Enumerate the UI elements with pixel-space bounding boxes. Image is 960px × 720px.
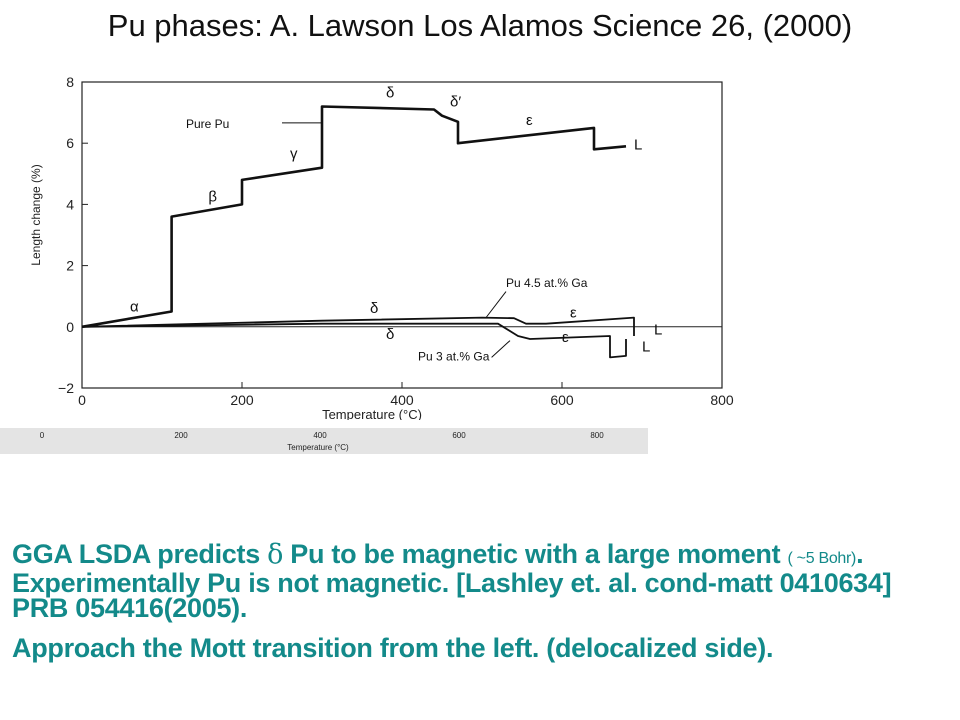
strip-tick-200: 200	[174, 431, 188, 440]
annotation-7: Pure Pu	[186, 117, 229, 131]
annotation-11: δ	[386, 326, 394, 343]
p1-moment-note: ( ~5 Bohr)	[787, 550, 857, 567]
paragraph-magnetism: GGA LSDA predicts δ Pu to be magnetic wi…	[12, 539, 952, 623]
y-tick-label-0: −2	[58, 380, 74, 396]
body-text: GGA LSDA predicts δ Pu to be magnetic wi…	[12, 539, 952, 664]
annotation-12: ε	[562, 329, 569, 346]
ga45-leader	[485, 291, 507, 318]
strip-tick-800: 800	[590, 431, 604, 440]
slide-title: Pu phases: A. Lawson Los Alamos Science …	[107, 8, 853, 43]
p1-part-a: GGA LSDA predicts	[12, 539, 268, 569]
y-tick-label-5: 8	[66, 74, 74, 90]
strip-tick-0: 0	[39, 431, 45, 440]
x-tick-label-3: 600	[550, 392, 574, 408]
paragraph-mott: Approach the Mott transition from the le…	[12, 633, 774, 663]
x-tick-label-2: 400	[390, 392, 414, 408]
annotation-9: ε	[570, 305, 577, 322]
series-line-1	[81, 316, 635, 336]
series-line-2	[81, 322, 627, 359]
x-tick-label-0: 0	[78, 392, 86, 408]
temperature-axis-strip: 0 200 400 600 800 Temperature (°C)	[0, 428, 648, 454]
annotation-1: β	[208, 188, 217, 205]
annotation-15: Pu 3 at.% Ga	[418, 349, 490, 363]
x-tick-label-1: 200	[230, 392, 254, 408]
annotation-0: α	[130, 299, 139, 316]
annotation-14: Pu 4.5 at.% Ga	[506, 276, 588, 290]
annotation-10: L	[654, 321, 662, 338]
strip-tick-600: 600	[452, 431, 466, 440]
x-tick-label-4: 800	[710, 392, 734, 408]
annotation-13: L	[642, 338, 650, 355]
y-tick-label-1: 0	[66, 319, 74, 335]
y-tick-label-2: 2	[66, 258, 74, 274]
ga3-leader	[491, 340, 511, 358]
p1-part-c: . Experimentally Pu is not magnetic. [La…	[12, 539, 892, 623]
strip-tick-400: 400	[313, 431, 327, 440]
y-tick-label-4: 6	[66, 135, 74, 151]
annotation-8: δ	[370, 300, 378, 317]
annotation-2: γ	[290, 146, 298, 163]
annotation-6: L	[634, 136, 642, 153]
y-axis-label: Length change (%)	[29, 164, 43, 265]
y-tick-label-3: 4	[66, 196, 74, 212]
strip-axis-label: Temperature (°C)	[287, 443, 349, 452]
series-line-0	[81, 105, 627, 329]
annotation-5: ε	[526, 112, 533, 129]
annotation-3: δ	[386, 84, 394, 101]
delta-symbol: δ	[267, 539, 284, 570]
annotation-4: δ′	[450, 93, 461, 110]
x-axis-label: Temperature (°C)	[322, 407, 422, 420]
p1-part-b: Pu to be magnetic with a large moment	[283, 539, 788, 569]
